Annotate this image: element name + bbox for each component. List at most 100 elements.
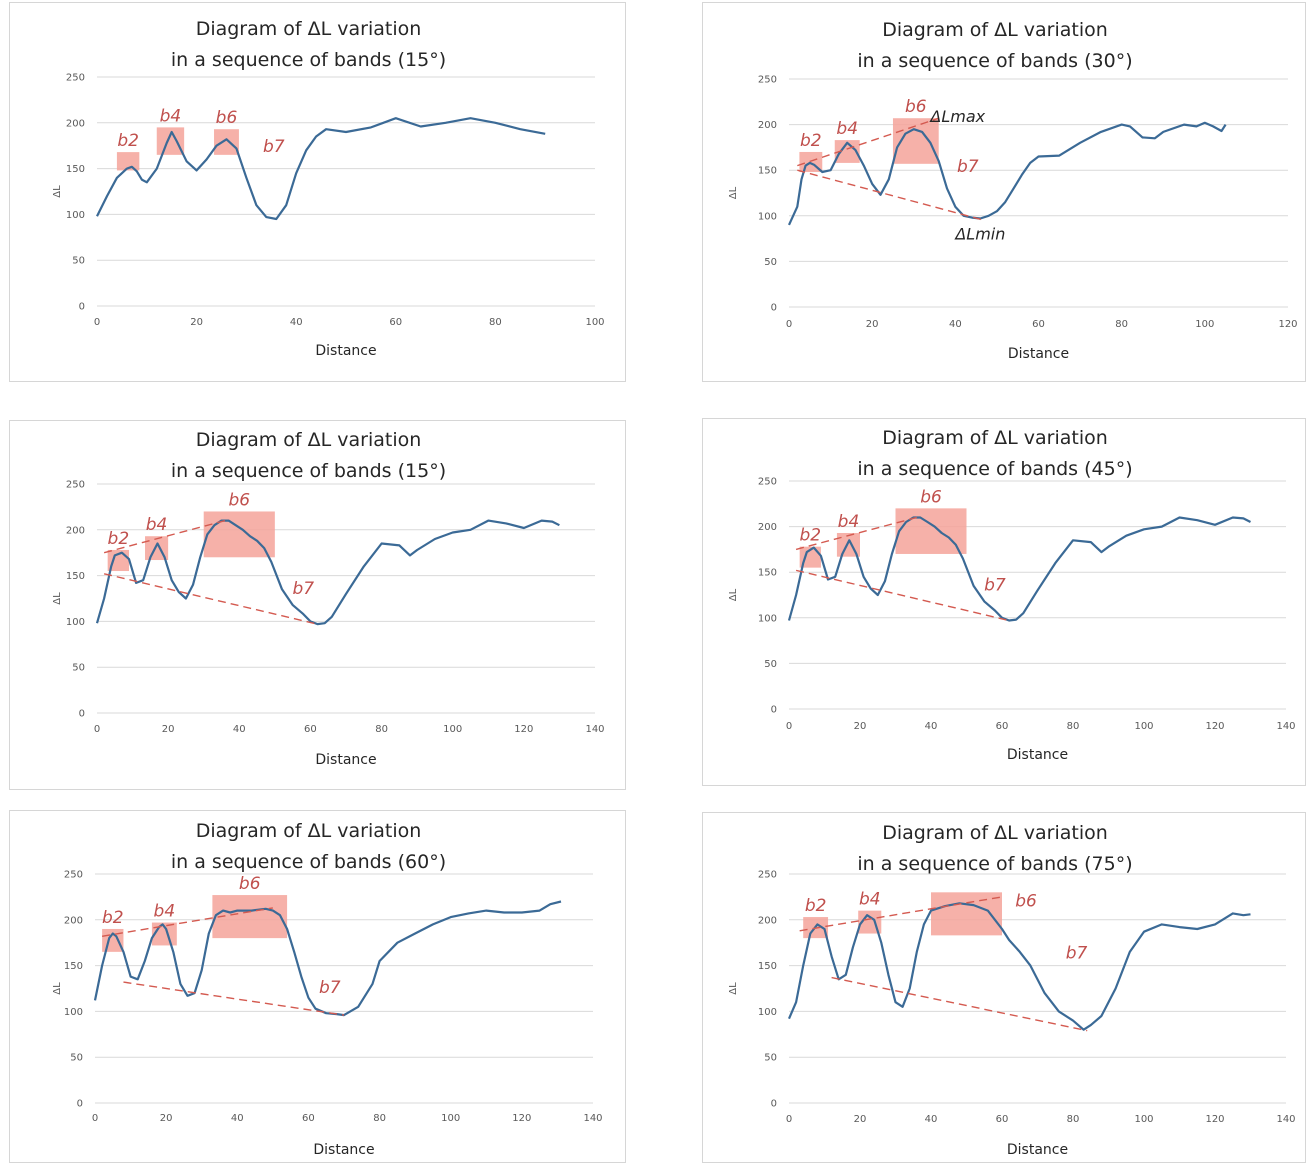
- band-rect-b4: [834, 140, 860, 163]
- y-tick-label: 0: [771, 1099, 777, 1110]
- x-tick-label: 40: [233, 724, 246, 735]
- series-line: [787, 121, 1227, 226]
- x-tick-label: 60: [304, 724, 317, 735]
- x-tick-label: 100: [1134, 721, 1153, 732]
- band-label-b2: b2: [799, 526, 821, 546]
- y-tick-label: 150: [758, 166, 777, 177]
- band-rect-b6: [895, 508, 967, 554]
- x-tick-label: 140: [1276, 721, 1295, 732]
- chart-title-line: in a sequence of bands (75°): [857, 853, 1132, 875]
- chart-svg-1: Diagram of ΔL variation in a sequence of …: [52, 18, 605, 359]
- band-rect-b2: [799, 546, 821, 568]
- y-tick-label: 150: [66, 164, 85, 175]
- y-tick-label: 0: [77, 1099, 83, 1110]
- band-label-b2: b2: [805, 896, 827, 916]
- band-label-b7: b7: [263, 137, 285, 157]
- x-tick-label: 80: [1115, 319, 1128, 330]
- chart-svg-5: Diagram of ΔL variation in a sequence of …: [52, 820, 603, 1158]
- x-tick-label: 120: [1278, 319, 1297, 330]
- x-tick-label: 0: [92, 1113, 98, 1124]
- y-axis-title: ΔL: [52, 185, 63, 198]
- series-line: [96, 117, 546, 221]
- y-tick-label: 0: [79, 302, 85, 313]
- y-tick-label: 50: [70, 1053, 83, 1064]
- chart-svg-2: Diagram of ΔL variation in a sequence of …: [728, 19, 1298, 362]
- band-label-b7: b7: [984, 575, 1006, 595]
- x-tick-label: 60: [302, 1113, 315, 1124]
- x-tick-label: 80: [1067, 1114, 1080, 1125]
- x-tick-label: 40: [925, 1114, 938, 1125]
- y-tick-label: 150: [758, 961, 777, 972]
- x-axis-title: Distance: [315, 752, 376, 768]
- y-tick-label: 150: [758, 568, 777, 579]
- band-label-b2: b2: [800, 131, 822, 151]
- band-label-b2: b2: [102, 908, 124, 928]
- x-tick-label: 40: [290, 317, 303, 328]
- x-tick-label: 20: [854, 721, 867, 732]
- x-tick-label: 0: [786, 1114, 792, 1125]
- x-tick-label: 120: [1205, 1114, 1224, 1125]
- band-rect-b6: [212, 895, 288, 939]
- x-tick-label: 60: [1032, 319, 1045, 330]
- x-tick-label: 100: [441, 1113, 460, 1124]
- chart-title-line: Diagram of ΔL variation: [882, 427, 1108, 449]
- x-tick-label: 0: [786, 319, 792, 330]
- chart-title-line: Diagram of ΔL variation: [196, 18, 422, 40]
- x-axis-title: Distance: [315, 343, 376, 359]
- chart-svg-6: Diagram of ΔL variation in a sequence of …: [728, 822, 1296, 1158]
- x-tick-label: 20: [866, 319, 879, 330]
- annotation-label: ΔLmax: [928, 107, 985, 126]
- x-tick-label: 100: [1134, 1114, 1153, 1125]
- band-rect-b4: [156, 127, 185, 155]
- band-label-b4: b4: [836, 119, 858, 139]
- y-tick-label: 150: [66, 571, 85, 582]
- envelope-line-min: [831, 976, 1088, 1032]
- band-label-b6: b6: [228, 490, 250, 510]
- envelope-line-min: [797, 169, 985, 222]
- y-tick-label: 0: [771, 303, 777, 314]
- x-tick-label: 140: [585, 724, 604, 735]
- y-tick-label: 50: [764, 659, 777, 670]
- y-tick-label: 250: [758, 75, 777, 86]
- band-label-b2: b2: [117, 131, 139, 151]
- band-label-b7: b7: [319, 978, 341, 998]
- y-tick-label: 250: [66, 480, 85, 491]
- x-tick-label: 20: [854, 1114, 867, 1125]
- chart-title-line: in a sequence of bands (30°): [857, 50, 1132, 72]
- band-label-b6: b6: [216, 108, 238, 128]
- chart-title-line: Diagram of ΔL variation: [882, 822, 1108, 844]
- y-tick-label: 250: [64, 870, 83, 881]
- y-axis-title: ΔL: [728, 186, 739, 199]
- x-tick-label: 40: [231, 1113, 244, 1124]
- band-rect-b2: [116, 152, 140, 171]
- x-tick-label: 0: [786, 721, 792, 732]
- band-label-b6: b6: [239, 874, 261, 894]
- envelope-line-max: [101, 907, 273, 937]
- band-label-b6: b6: [1015, 891, 1037, 911]
- y-tick-label: 200: [758, 522, 777, 533]
- chart-panel-5: Diagram of ΔL variation in a sequence of …: [9, 810, 626, 1163]
- series-line: [93, 900, 562, 1017]
- band-label-b6: b6: [920, 487, 942, 507]
- x-tick-label: 100: [1195, 319, 1214, 330]
- band-label-b7: b7: [957, 157, 979, 177]
- x-tick-label: 40: [925, 721, 938, 732]
- y-tick-label: 250: [66, 73, 85, 84]
- y-tick-label: 50: [72, 256, 85, 267]
- band-label-b2: b2: [108, 529, 130, 549]
- x-tick-label: 20: [190, 317, 203, 328]
- y-tick-label: 0: [771, 705, 777, 716]
- y-axis-title: ΔL: [52, 982, 63, 995]
- envelope-line-min: [103, 573, 318, 625]
- x-axis-title: Distance: [1008, 346, 1069, 362]
- envelope-line-max: [103, 519, 226, 554]
- x-axis-title: Distance: [1007, 1142, 1068, 1158]
- x-tick-label: 80: [489, 317, 502, 328]
- series-line: [787, 516, 1251, 622]
- band-label-b4: b4: [154, 902, 176, 922]
- band-label-b4: b4: [160, 106, 182, 126]
- y-tick-label: 250: [758, 477, 777, 488]
- y-tick-label: 100: [758, 613, 777, 624]
- x-tick-label: 120: [514, 724, 533, 735]
- chart-title-line: Diagram of ΔL variation: [196, 820, 422, 842]
